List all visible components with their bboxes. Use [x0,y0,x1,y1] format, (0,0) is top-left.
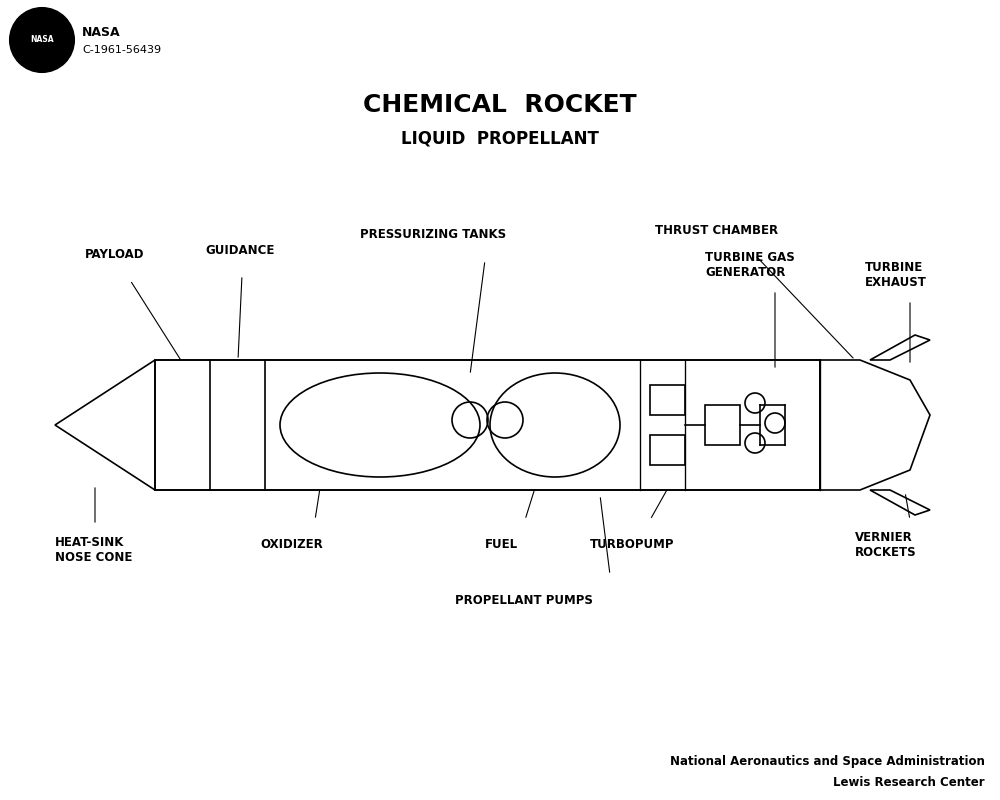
Text: PROPELLANT PUMPS: PROPELLANT PUMPS [455,594,593,606]
Circle shape [10,8,74,72]
Text: Lewis Research Center: Lewis Research Center [833,775,985,789]
Text: PRESSURIZING TANKS: PRESSURIZING TANKS [360,229,506,242]
Text: PAYLOAD: PAYLOAD [85,249,144,262]
Text: THRUST CHAMBER: THRUST CHAMBER [655,223,778,237]
Text: National Aeronautics and Space Administration: National Aeronautics and Space Administr… [670,755,985,769]
Bar [650,435,685,465]
Text: TURBOPUMP: TURBOPUMP [590,538,674,551]
Bar [705,405,740,445]
Text: GUIDANCE: GUIDANCE [205,243,274,257]
Text: HEAT-SINK
NOSE CONE: HEAT-SINK NOSE CONE [55,536,132,564]
Text: NASA: NASA [82,26,121,38]
Text: TURBINE GAS
GENERATOR: TURBINE GAS GENERATOR [705,251,795,279]
Bar [650,385,685,415]
Text: TURBINE
EXHAUST: TURBINE EXHAUST [865,261,927,289]
Text: C-1961-56439: C-1961-56439 [82,45,161,55]
Text: CHEMICAL  ROCKET: CHEMICAL ROCKET [363,93,637,117]
Text: VERNIER
ROCKETS: VERNIER ROCKETS [855,531,917,559]
Text: FUEL: FUEL [485,538,518,551]
Text: LIQUID  PROPELLANT: LIQUID PROPELLANT [401,129,599,147]
Text: OXIDIZER: OXIDIZER [260,538,323,551]
Text: NASA: NASA [30,35,54,45]
